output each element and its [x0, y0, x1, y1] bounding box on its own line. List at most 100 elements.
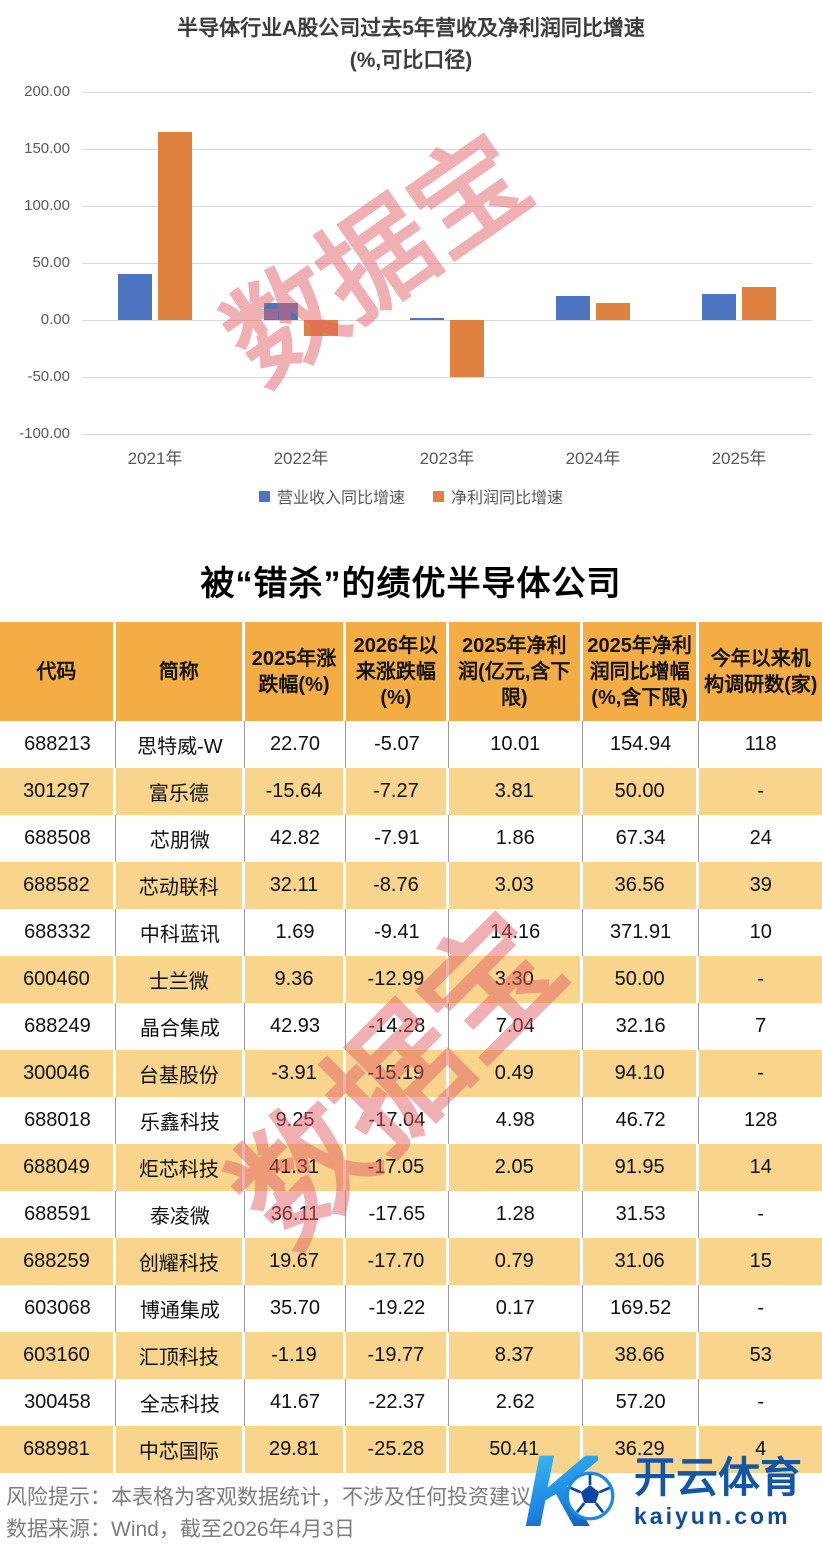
table-cell: 19.67 — [244, 1238, 347, 1285]
table-cell: 芯动联科 — [115, 862, 245, 909]
logo-title: 开云体育 — [634, 1454, 803, 1502]
table-cell: 台基股份 — [115, 1050, 245, 1097]
table-cell: 169.52 — [582, 1285, 700, 1332]
table-cell: 9.25 — [244, 1097, 347, 1144]
table-cell: 富乐德 — [115, 768, 245, 815]
source-note: 数据来源：Wind，截至2026年4月3日 — [6, 1518, 355, 1541]
table-cell: 泰凌微 — [115, 1191, 245, 1238]
y-tick-label: 50.00 — [32, 254, 70, 271]
risk-note: 风险提示：本表格为客观数据统计，不涉及任何投资建议 — [6, 1486, 531, 1509]
table-cell: 39 — [699, 862, 822, 909]
table-body: 688213 思特威-W 22.70 -5.07 10.01 154.94 118 30129… — [0, 721, 822, 1473]
table-row: 300046 台基股份 -3.91 -15.19 0.49 94.10- — [0, 1050, 822, 1097]
table-cell: 688018 — [0, 1097, 116, 1144]
gridline — [82, 92, 812, 93]
bar-revenue-2023年 — [410, 318, 444, 320]
table-cell: 118 — [699, 721, 822, 768]
table-cell: 1.28 — [448, 1191, 583, 1238]
table-cell: 乐鑫科技 — [115, 1097, 245, 1144]
table-cell: 4 — [699, 1426, 822, 1473]
table-cell: 0.49 — [448, 1050, 583, 1097]
table-cell: -17.70 — [346, 1238, 449, 1285]
y-tick-label: 200.00 — [24, 83, 70, 100]
table-cell: - — [699, 1379, 822, 1426]
table-row: 603068 博通集成 35.70 -19.22 0.17 169.52- — [0, 1285, 822, 1332]
table-cell: 14 — [699, 1144, 822, 1191]
legend-swatch — [258, 490, 270, 502]
table-cell: 32.16 — [582, 1003, 700, 1050]
gridline — [82, 263, 812, 264]
table-cell: 50.00 — [582, 956, 700, 1003]
table-cell: 301297 — [0, 768, 116, 815]
table-cell: 晶合集成 — [115, 1003, 245, 1050]
table-cell: -7.27 — [346, 768, 449, 815]
table-cell: -12.99 — [346, 956, 449, 1003]
table-row: 688981 中芯国际 29.81 -25.28 50.41 36.29 4 — [0, 1426, 822, 1473]
table-cell: 300046 — [0, 1050, 116, 1097]
table-cell: 688259 — [0, 1238, 116, 1285]
y-tick-label: -100.00 — [19, 425, 70, 442]
chart-subtitle: (%,可比口径) — [349, 49, 473, 72]
table-cell: 10 — [699, 909, 822, 956]
table-cell: 4.98 — [448, 1097, 583, 1144]
table-cell: 24 — [699, 815, 822, 862]
logo-text: 开云体育 kaiyun.com — [634, 1454, 802, 1529]
logo-domain: kaiyun.com — [634, 1502, 791, 1529]
table-cell: 3.30 — [448, 956, 583, 1003]
table-cell: 14.16 — [448, 909, 583, 956]
table-cell: 士兰微 — [115, 956, 245, 1003]
gridline — [82, 149, 812, 150]
table-cell: 7 — [699, 1003, 822, 1050]
table-cell: 29.81 — [244, 1426, 347, 1473]
legend-swatch — [433, 490, 444, 502]
table-cell: 38.66 — [582, 1332, 700, 1379]
table-cell: -17.05 — [346, 1144, 449, 1191]
bar-profit-2025年 — [742, 286, 776, 320]
table-cell: 42.93 — [244, 1003, 347, 1050]
column-header: 2025年涨跌幅(%) — [244, 622, 347, 721]
legend-label: 净利润同比增速 — [451, 490, 564, 507]
chart-title: 半导体行业A股公司过去5年营收及净利润同比增速 — [177, 17, 645, 40]
table-row: 688249 晶合集成 42.93 -14.28 7.04 32.16 7 — [0, 1003, 822, 1050]
table-cell: -3.91 — [244, 1050, 347, 1097]
x-tick-label: 2022年 — [273, 449, 329, 468]
table-row: 300458 全志科技 41.67 -22.37 2.62 57.20- — [0, 1379, 822, 1426]
table-row: 688213 思特威-W 22.70 -5.07 10.01 154.94 118 — [0, 721, 822, 768]
table-cell: -1.19 — [244, 1332, 347, 1379]
table-row: 688049 炬芯科技 41.31 -17.05 2.05 91.95 14 — [0, 1144, 822, 1191]
table-cell: 50.41 — [448, 1426, 583, 1473]
table-cell: 128 — [699, 1097, 822, 1144]
table-cell: 36.11 — [244, 1191, 347, 1238]
table-cell: - — [699, 1285, 822, 1332]
table-cell: 46.72 — [582, 1097, 700, 1144]
y-tick-label: 0.00 — [40, 311, 70, 328]
table-cell: 50.00 — [582, 768, 700, 815]
kaiyun-logo[interactable]: K 开云体育 kaiyun.com — [518, 1436, 820, 1548]
table-cell: 中科蓝讯 — [115, 909, 245, 956]
table-cell: 2.05 — [448, 1144, 583, 1191]
table-cell: 3.81 — [448, 768, 583, 815]
table-cell: 10.01 — [448, 721, 583, 768]
soccer-ball-icon — [565, 1471, 615, 1521]
table-cell: 中芯国际 — [115, 1426, 245, 1473]
footer-notes: 风险提示：本表格为客观数据统计，不涉及任何投资建议 数据来源：Wind，截至20… — [6, 1482, 531, 1546]
table-cell: 36.29 — [582, 1426, 700, 1473]
table-row: 688018 乐鑫科技 9.25 -17.04 4.98 46.72 128 — [0, 1097, 822, 1144]
gridline — [82, 434, 812, 435]
bar-profit-2024年 — [596, 302, 630, 320]
table-cell: 688591 — [0, 1191, 116, 1238]
table-cell: 2.62 — [448, 1379, 583, 1426]
table-cell: 0.17 — [448, 1285, 583, 1332]
table-cell: 688582 — [0, 862, 116, 909]
table-cell: 1.69 — [244, 909, 347, 956]
companies-table: 代码 简称 2025年涨跌幅(%) 2026年以来涨跌幅(%) 2025年净利润(亿元,… — [0, 622, 822, 1473]
table-cell: 32.11 — [244, 862, 347, 909]
table-cell: 41.67 — [244, 1379, 347, 1426]
table-cell: 创耀科技 — [115, 1238, 245, 1285]
table-cell: -8.76 — [346, 862, 449, 909]
table-cell: - — [699, 768, 822, 815]
table-cell: -19.22 — [346, 1285, 449, 1332]
table-cell: -15.19 — [346, 1050, 449, 1097]
table-row: 688259 创耀科技 19.67 -17.70 0.79 31.06 15 — [0, 1238, 822, 1285]
